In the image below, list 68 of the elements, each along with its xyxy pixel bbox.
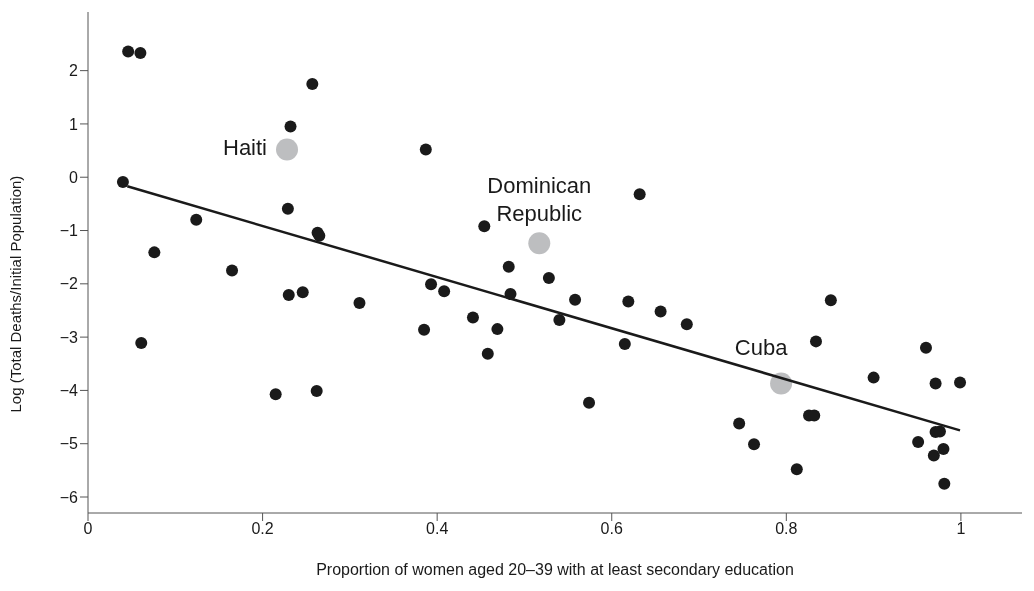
point xyxy=(418,323,431,336)
point xyxy=(680,318,693,331)
x-tick-label: 0.2 xyxy=(251,520,274,538)
point xyxy=(622,295,635,308)
point xyxy=(790,463,803,476)
point xyxy=(491,323,504,336)
point xyxy=(528,232,551,255)
y-tick-label: −5 xyxy=(59,435,79,453)
point xyxy=(912,436,925,449)
point xyxy=(276,138,299,161)
y-tick-label: −1 xyxy=(59,222,79,240)
point xyxy=(296,286,309,299)
annotation: Cuba xyxy=(734,335,789,361)
point xyxy=(733,417,746,430)
point xyxy=(810,335,822,348)
point xyxy=(310,384,323,397)
annotation: Haiti xyxy=(223,134,268,160)
point xyxy=(583,396,596,409)
point xyxy=(618,338,631,351)
point xyxy=(502,260,515,273)
point xyxy=(542,271,555,284)
point xyxy=(478,220,491,233)
point xyxy=(654,305,667,318)
point xyxy=(425,278,438,291)
x-tick-label: 0.8 xyxy=(775,520,798,538)
x-tick-label: 0.4 xyxy=(426,520,449,538)
y-tick-label: −2 xyxy=(59,275,79,293)
point xyxy=(122,45,135,58)
y-tick-label: 0 xyxy=(69,168,79,186)
x-tick-label: 0 xyxy=(83,520,93,538)
x-tick-label: 0.6 xyxy=(600,520,623,538)
point xyxy=(281,202,294,215)
y-tick-label: −4 xyxy=(59,382,79,400)
point xyxy=(134,47,147,60)
y-tick-label: −3 xyxy=(59,328,79,346)
point xyxy=(824,294,837,307)
point xyxy=(284,120,297,133)
point xyxy=(419,143,432,156)
point xyxy=(919,341,932,354)
point xyxy=(116,176,129,189)
point xyxy=(938,477,951,490)
point xyxy=(954,376,967,389)
point xyxy=(867,371,880,384)
point xyxy=(633,188,646,201)
y-axis-title: Log (Total Deaths/Initial Population) xyxy=(7,175,25,413)
point xyxy=(438,285,451,298)
point xyxy=(135,336,148,349)
point xyxy=(269,388,282,401)
point xyxy=(226,264,239,277)
point xyxy=(937,443,950,456)
point xyxy=(466,311,479,324)
point xyxy=(282,289,295,302)
point xyxy=(481,347,494,360)
y-tick-label: 1 xyxy=(69,115,79,133)
point xyxy=(553,314,566,327)
y-tick-label: −6 xyxy=(59,488,79,506)
point xyxy=(190,213,203,226)
y-tick-label: 2 xyxy=(69,62,79,80)
x-axis-title: Proportion of women aged 20–39 with at least secondary education xyxy=(316,561,794,578)
point xyxy=(353,297,366,310)
point xyxy=(927,449,940,462)
annotation: Dominican Republic xyxy=(487,173,592,227)
point xyxy=(569,293,582,306)
point xyxy=(929,377,942,390)
x-tick-label: 1 xyxy=(956,520,966,538)
point xyxy=(148,246,161,259)
point xyxy=(748,438,761,451)
point xyxy=(306,77,319,90)
